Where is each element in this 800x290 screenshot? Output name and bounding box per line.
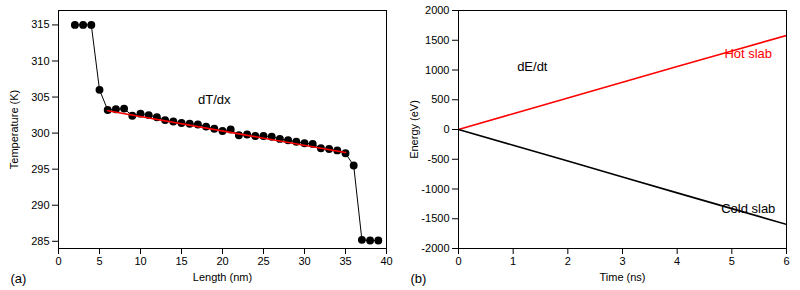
svg-text:Temperature (K): Temperature (K)	[8, 90, 20, 169]
svg-text:4: 4	[674, 255, 680, 267]
svg-text:20: 20	[216, 255, 228, 267]
svg-text:-2000: -2000	[421, 242, 449, 254]
svg-text:1: 1	[510, 255, 516, 267]
svg-text:285: 285	[31, 235, 49, 247]
svg-text:315: 315	[31, 18, 49, 30]
svg-text:25: 25	[257, 255, 269, 267]
svg-text:5: 5	[96, 255, 102, 267]
svg-text:0: 0	[455, 255, 461, 267]
svg-text:Length (nm): Length (nm)	[193, 271, 252, 283]
svg-text:2: 2	[565, 255, 571, 267]
svg-text:500: 500	[431, 93, 449, 105]
svg-text:3: 3	[619, 255, 625, 267]
svg-text:30: 30	[298, 255, 310, 267]
svg-text:290: 290	[31, 199, 49, 211]
svg-text:40: 40	[380, 255, 392, 267]
svg-text:295: 295	[31, 163, 49, 175]
svg-text:-1500: -1500	[421, 212, 449, 224]
svg-text:Energy (eV): Energy (eV)	[408, 100, 420, 159]
svg-text:1000: 1000	[425, 64, 449, 76]
svg-text:dT/dx: dT/dx	[198, 92, 231, 107]
svg-text:1500: 1500	[425, 34, 449, 46]
svg-text:Cold slab: Cold slab	[721, 201, 775, 216]
svg-text:305: 305	[31, 91, 49, 103]
svg-text:0: 0	[443, 123, 449, 135]
svg-text:15: 15	[175, 255, 187, 267]
svg-text:35: 35	[339, 255, 351, 267]
svg-text:-1000: -1000	[421, 183, 449, 195]
svg-text:310: 310	[31, 55, 49, 67]
svg-text:Hot slab: Hot slab	[724, 46, 772, 61]
svg-text:2000: 2000	[425, 4, 449, 16]
svg-text:dE/dt: dE/dt	[517, 59, 548, 74]
svg-text:Time (ns): Time (ns)	[599, 271, 645, 283]
svg-text:6: 6	[783, 255, 789, 267]
svg-text:300: 300	[31, 127, 49, 139]
svg-text:5: 5	[729, 255, 735, 267]
svg-text:-500: -500	[427, 153, 449, 165]
svg-text:10: 10	[134, 255, 146, 267]
svg-text:(b): (b)	[411, 271, 427, 286]
svg-text:(a): (a)	[11, 271, 27, 286]
svg-text:0: 0	[55, 255, 61, 267]
